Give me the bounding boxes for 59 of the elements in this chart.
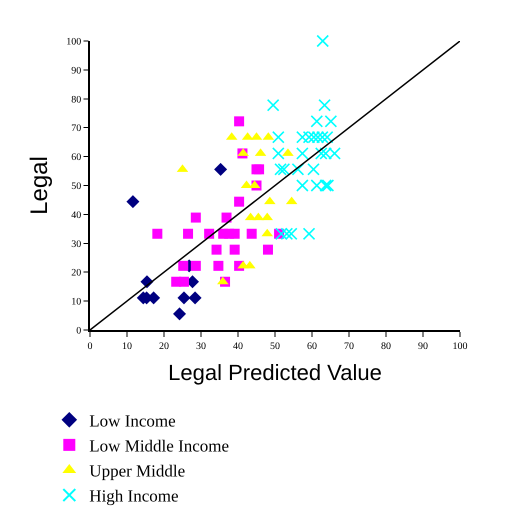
point <box>246 228 257 239</box>
point <box>212 244 222 255</box>
x-tick-label: 40 <box>233 340 243 352</box>
point <box>316 34 330 48</box>
y-tick-label: 50 <box>71 181 82 192</box>
x-tick-label: 50 <box>270 340 280 352</box>
point <box>126 195 140 208</box>
point <box>234 196 244 207</box>
y-tick-label: 60 <box>71 152 82 164</box>
legend-label: Upper Middle <box>89 462 186 481</box>
x-tick-label: 100 <box>452 340 468 352</box>
point <box>266 98 280 112</box>
legend-label: High Income <box>89 486 179 506</box>
point <box>230 228 240 239</box>
y-tick-label: 70 <box>71 123 82 134</box>
point <box>318 98 331 112</box>
legend-label: Low Middle Income <box>89 436 230 456</box>
point <box>177 291 190 304</box>
y-axis-title: Legal <box>26 156 53 215</box>
point <box>214 162 228 176</box>
point <box>178 276 189 287</box>
point <box>234 116 244 126</box>
point <box>274 163 287 176</box>
x-tick-label: 10 <box>122 340 132 352</box>
point <box>173 307 186 320</box>
point <box>272 130 285 144</box>
point <box>222 212 232 223</box>
x-tick-label: 90 <box>418 340 428 352</box>
y-tick-label: 80 <box>71 94 82 106</box>
point <box>152 228 162 239</box>
point <box>188 291 202 304</box>
x-tick-label: 20 <box>159 340 169 352</box>
point <box>178 260 188 271</box>
y-tick-label: 30 <box>71 238 82 250</box>
point <box>230 244 240 255</box>
legend-label: Low Income <box>89 411 176 430</box>
point <box>190 260 201 271</box>
y-tick-label: 90 <box>71 65 82 76</box>
point <box>262 244 273 255</box>
y-tick-label: 100 <box>66 36 82 48</box>
point <box>296 147 309 160</box>
y-tick-label: 10 <box>71 296 82 308</box>
y-tick-label: 20 <box>71 268 82 279</box>
y-tick-label: 40 <box>71 210 82 221</box>
y-tick-label: 0 <box>76 326 82 336</box>
x-axis-title: Legal Predicted Value <box>168 360 382 386</box>
point <box>213 260 224 271</box>
point <box>302 227 316 240</box>
point <box>183 228 194 239</box>
x-tick-label: 30 <box>196 340 206 352</box>
x-tick-label: 70 <box>344 340 354 352</box>
point <box>307 163 320 176</box>
point <box>272 147 285 160</box>
point <box>190 212 201 223</box>
x-tick-label: 60 <box>307 340 317 352</box>
x-tick-label: 0 <box>88 340 92 352</box>
x-tick-label: 80 <box>381 340 391 352</box>
point <box>254 164 264 174</box>
point <box>280 227 294 240</box>
